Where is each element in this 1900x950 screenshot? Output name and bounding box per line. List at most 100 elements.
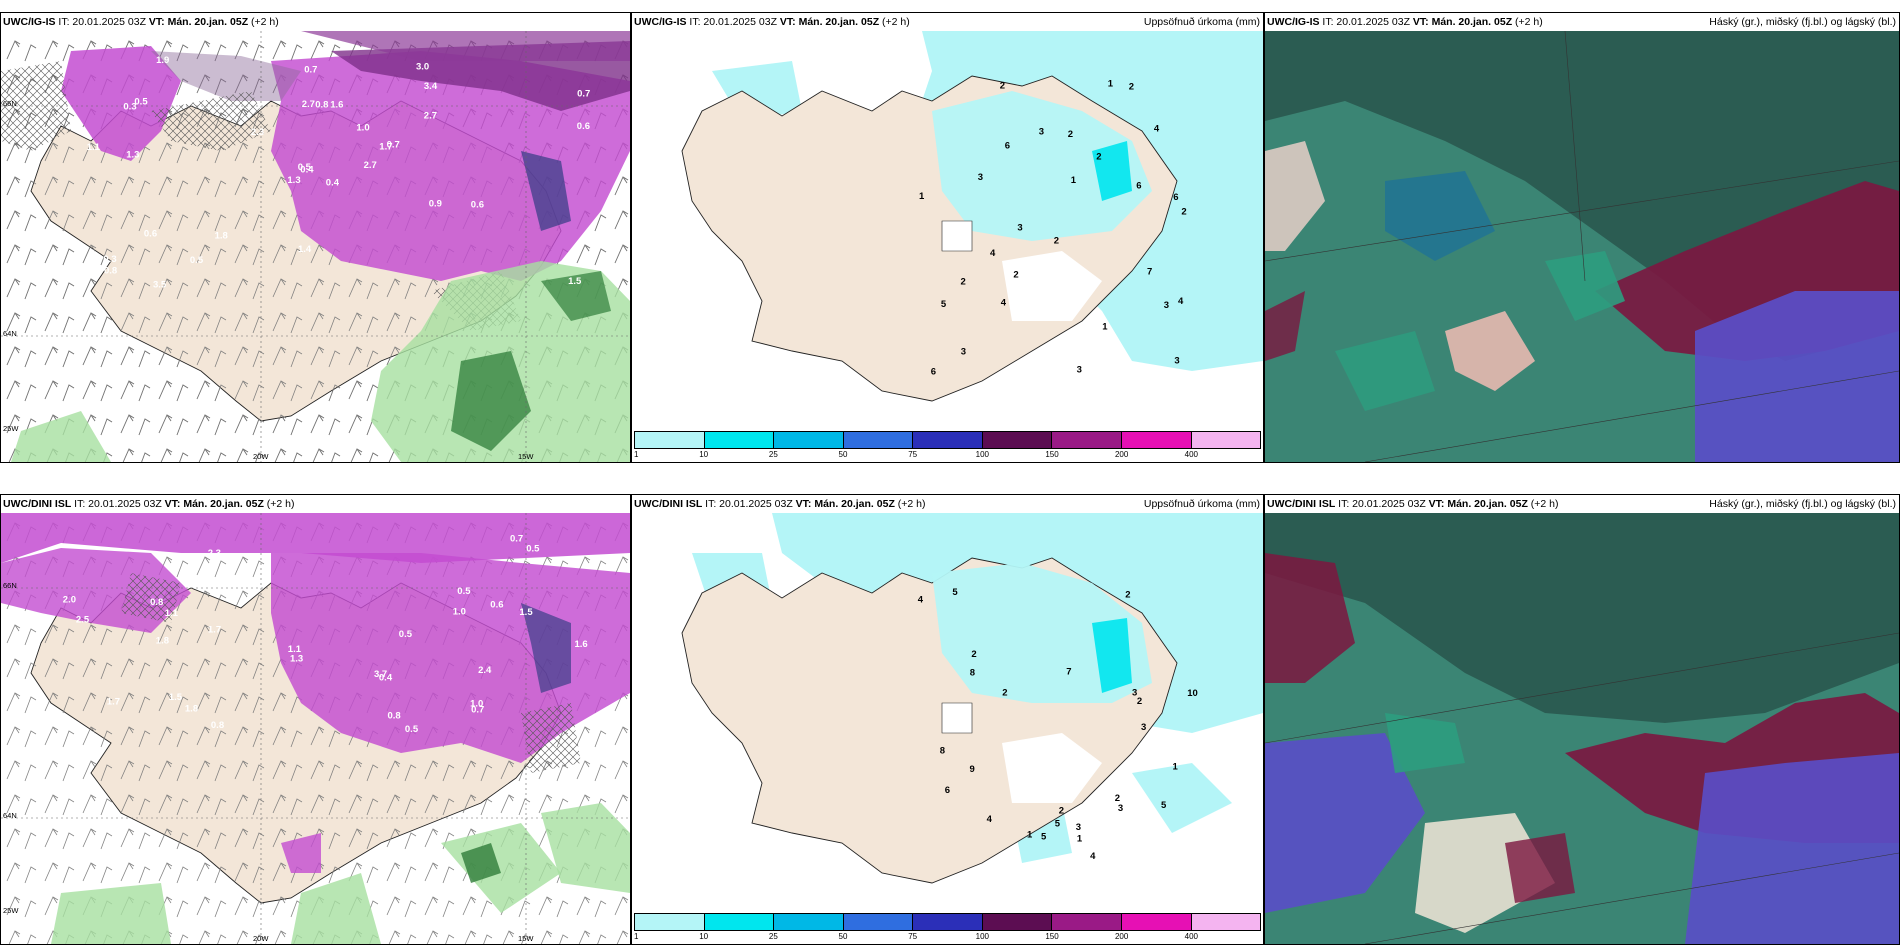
panel-header: UWC/DINI ISL IT: 20.01.2025 03Z VT: Mán.… <box>1265 495 1899 513</box>
value-label: 5 <box>1041 832 1047 843</box>
lead-time: (+2 h) <box>879 16 910 28</box>
colorbar-tick: 400 <box>1184 450 1199 459</box>
value-label: 1 <box>1077 834 1083 845</box>
colorbar-swatch <box>704 432 775 448</box>
value-label: 1.8 <box>156 635 169 646</box>
colorbar-swatch <box>1121 432 1192 448</box>
value-label: 1.7 <box>208 625 221 636</box>
value-label: 1 <box>1173 762 1179 773</box>
value-label: 4 <box>1090 851 1096 862</box>
model-name: UWC/IG-IS <box>3 16 56 28</box>
cloud-map-svg <box>1265 513 1899 944</box>
value-label: 1.6 <box>575 639 588 650</box>
wind-labels-top: 0.4 0.3 0.4 0.3 1.7 1.8 3.0 1.6 3.4 2.7 1.9 1.5 1.3 0… <box>87 55 591 291</box>
model-name: UWC/IG-IS <box>1267 16 1320 28</box>
panel-precip-ig-is: UWC/IG-IS IT: 20.01.2025 03Z VT: Mán. 20… <box>631 12 1264 463</box>
precip-colorbar <box>634 431 1261 449</box>
value-label: 0.4 <box>326 178 340 189</box>
wind-map-svg: 20W 15W 66N 64N 25W 0.4 0.3 0.4 0.3 1.7 1.8 3.… <box>1 31 630 462</box>
value-label: 5 <box>1055 819 1061 830</box>
value-label: 0.7 <box>577 88 590 99</box>
value-label: 2.3 <box>208 548 221 559</box>
value-label: 0.6 <box>471 200 484 211</box>
init-time: IT: 20.01.2025 03Z <box>702 498 796 510</box>
value-label: 3 <box>1039 126 1044 137</box>
value-label: 0.5 <box>526 544 540 555</box>
model-name: UWC/DINI ISL <box>3 498 72 510</box>
value-label: 2 <box>1129 82 1134 93</box>
value-label: 3 <box>1017 223 1022 234</box>
colorbar-swatch <box>843 914 914 930</box>
value-label: 3 <box>1132 687 1137 698</box>
value-label: 0.4 <box>379 673 393 684</box>
value-label: 0.7 <box>387 139 400 150</box>
colorbar-swatch <box>1191 914 1261 930</box>
value-label: 2 <box>1000 80 1005 91</box>
model-name: UWC/DINI ISL <box>1267 498 1336 510</box>
colorbar-swatch <box>982 914 1053 930</box>
value-label: 0.9 <box>429 198 442 209</box>
colorbar-tick: 75 <box>908 932 918 941</box>
value-label: 0.5 <box>399 629 413 640</box>
panel-header: UWC/IG-IS IT: 20.01.2025 03Z VT: Mán. 20… <box>1 13 630 31</box>
value-label: 2 <box>1013 270 1018 281</box>
colorbar-tick: 150 <box>1045 932 1059 941</box>
colorbar-tick: 75 <box>908 450 918 459</box>
wind-map-svg: 20W 15W 66N 64N 25W 0.52.31.50.8 0.60.81.… <box>1 513 630 944</box>
cloud-map-svg <box>1265 31 1899 462</box>
value-label: 0.3 <box>103 254 116 265</box>
value-label: 0.5 <box>190 255 204 266</box>
value-label: 1.8 <box>185 704 198 715</box>
value-label: 3 <box>1077 365 1082 376</box>
colorbar-swatch <box>1121 914 1192 930</box>
value-label: 1 <box>1071 175 1077 186</box>
valid-time: VT: Mán. 20.jan. 05Z <box>795 498 895 510</box>
value-label: 1 <box>1108 78 1114 89</box>
value-label: 1.0 <box>470 698 483 709</box>
panel-header: UWC/IG-IS IT: 20.01.2025 03Z VT: Mán. 20… <box>1265 13 1899 31</box>
value-label: 3 <box>1164 300 1169 311</box>
colorbar-swatch <box>774 432 844 448</box>
value-label: 1.5 <box>568 276 582 287</box>
value-label: 2 <box>1054 235 1059 246</box>
init-time: IT: 20.01.2025 03Z <box>55 16 149 28</box>
colorbar-swatch <box>1052 914 1122 930</box>
value-label: 1.9 <box>156 55 169 66</box>
precip-colorbar-ticks: 1 10 25 50 75 100 150 200 400 <box>634 450 1261 461</box>
valid-time: VT: Mán. 20.jan. 05Z <box>1412 16 1513 28</box>
value-label: 0.7 <box>510 533 523 544</box>
value-label: 1.7 <box>379 142 392 153</box>
value-label: 0.8 <box>150 597 163 608</box>
value-label: 2 <box>1096 152 1101 163</box>
value-label: 5 <box>941 299 947 310</box>
value-label: 6 <box>931 366 936 377</box>
colorbar-swatch <box>913 432 983 448</box>
init-time: IT: 20.01.2025 03Z <box>686 16 780 28</box>
colorbar-tick: 10 <box>699 932 709 941</box>
value-label: 3.7 <box>374 669 387 680</box>
lead-time: (+2 h) <box>894 498 926 510</box>
colorbar-tick: 1 <box>634 932 639 941</box>
value-label: 7 <box>1147 267 1152 278</box>
value-label: 0.6 <box>144 229 157 240</box>
snow-area-nw <box>61 46 181 161</box>
wind-labels-bottom: 0.5 2.3 1.5 0.8 0.6 0.8 1.6 1.7 1.3 1.8 1.7 2.0 1.1 3… <box>63 533 588 735</box>
colorbar-swatch <box>774 914 844 930</box>
tick-20w: 20W <box>253 934 269 943</box>
value-label: 2 <box>1002 688 1007 699</box>
value-label: 3 <box>1141 722 1146 733</box>
value-label: 0.8 <box>315 100 328 111</box>
init-time: IT: 20.01.2025 03Z <box>1319 16 1413 28</box>
colorbar-swatch <box>913 914 983 930</box>
cloud-map <box>1265 31 1899 462</box>
value-label: 1.3 <box>287 175 300 186</box>
value-label: 6 <box>1173 192 1178 203</box>
panel-clouds-dini-isl: UWC/DINI ISL IT: 20.01.2025 03Z VT: Mán.… <box>1264 494 1900 945</box>
precip-map: 1 2 7 4 10 6 5 8 3 2 9 5 5 4 2 1 2 3 1 2 5 3 8 2 3 4 <box>632 513 1263 914</box>
value-label: 1 <box>1027 830 1033 841</box>
value-label: 1.1 <box>288 644 302 655</box>
colorbar-tick: 400 <box>1184 932 1199 941</box>
